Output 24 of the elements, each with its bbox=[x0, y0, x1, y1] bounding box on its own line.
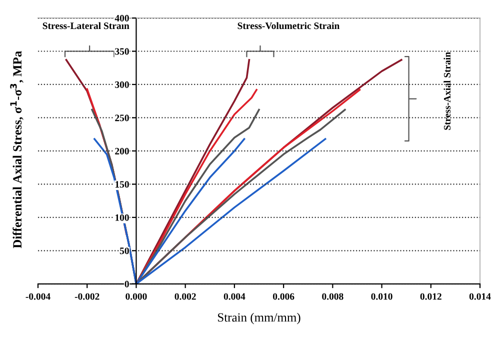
x-tick-label: 0.010 bbox=[371, 293, 392, 300]
y-axis-title: Differential Axial Stress, σ$^{1}$-σ$^{3}$, MPa bbox=[10, 51, 24, 248]
x-tick-label: 0.004 bbox=[224, 293, 246, 300]
annotation: Stress-Axial Strain bbox=[444, 52, 451, 130]
y-tick-label: 50 bbox=[120, 248, 129, 254]
x-tick-label: -0.002 bbox=[74, 293, 100, 300]
y-tick-label: 150 bbox=[115, 181, 129, 188]
y-tick-label: 350 bbox=[115, 48, 129, 55]
x-tick-label: -0.004 bbox=[26, 293, 50, 300]
y-tick-label: 0 bbox=[124, 280, 129, 288]
x-tick-label: 0.014 bbox=[469, 293, 491, 300]
x-axis-title: Strain (mm/mm) bbox=[218, 312, 300, 324]
y-tick-label: 400 bbox=[114, 14, 129, 22]
annotation: Stress-Lateral Strain bbox=[42, 22, 130, 30]
x-tick-label: 0.008 bbox=[322, 293, 344, 300]
x-tick-label: 0.006 bbox=[272, 293, 294, 300]
y-tick-label: 300 bbox=[115, 81, 129, 88]
annotation: Stress-Volumetric Strain bbox=[238, 22, 340, 30]
y-tick-label: 200 bbox=[115, 148, 129, 154]
y-tick-label: 100 bbox=[115, 214, 129, 221]
x-tick-label: 0.002 bbox=[174, 293, 196, 300]
x-tick-label: 0.000 bbox=[126, 293, 147, 300]
y-tick-label: 250 bbox=[115, 114, 129, 122]
x-tick-label: 0.012 bbox=[420, 293, 442, 300]
